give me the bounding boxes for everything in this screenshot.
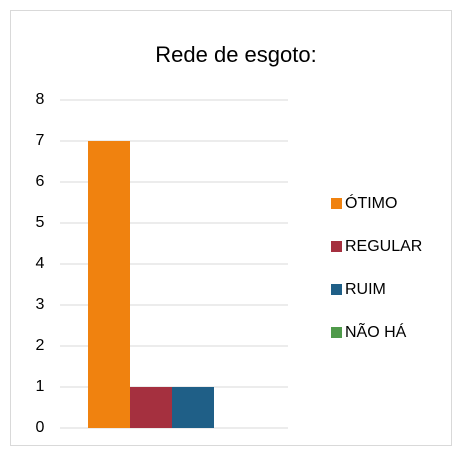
y-tick-label: 4: [36, 255, 45, 272]
legend-label: RUIM: [345, 281, 386, 298]
chart-border: [10, 10, 452, 446]
legend-swatch: [331, 327, 342, 338]
bar: [130, 387, 172, 428]
legend-swatch: [331, 241, 342, 252]
y-tick-label: 7: [36, 132, 45, 149]
bar: [88, 141, 130, 428]
legend-swatch: [331, 284, 342, 295]
y-tick-label: 3: [36, 296, 45, 313]
bar: [172, 387, 214, 428]
y-tick-label: 1: [36, 378, 45, 395]
legend-label: NÃO HÁ: [345, 321, 407, 341]
legend-label: REGULAR: [345, 238, 422, 255]
y-tick-label: 8: [36, 91, 45, 108]
y-tick-label: 5: [36, 214, 45, 231]
chart-title: Rede de esgoto:: [155, 42, 316, 67]
y-tick-label: 6: [36, 173, 45, 190]
legend-label: ÓTIMO: [345, 193, 397, 212]
legend-swatch: [331, 198, 342, 209]
y-tick-label: 0: [36, 419, 45, 436]
y-tick-label: 2: [36, 337, 45, 354]
